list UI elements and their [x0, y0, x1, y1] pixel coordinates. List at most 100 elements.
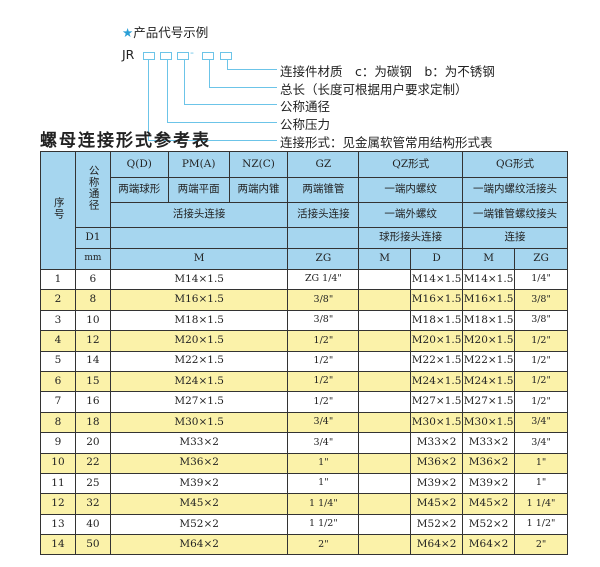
header-qg: QG形式: [462, 151, 568, 178]
gz-conn: 活接头连接: [287, 202, 360, 228]
cell-no: 4: [40, 330, 76, 352]
leader-line: [209, 87, 277, 88]
leader-line: [184, 60, 185, 105]
cell-qz-d: M20×1.5: [410, 330, 464, 352]
cell-qg-m: M52×2: [462, 513, 516, 536]
cell-zg: 1/2": [287, 350, 360, 372]
cell-qz-d: M30×1.5: [410, 411, 464, 434]
table-row: 4 12 M20×1.5 1/2" M20×1.5 M20×1.5 1/2": [40, 330, 568, 352]
cell-qg-zg: 3/4": [514, 411, 568, 434]
cell-no: 13: [40, 513, 76, 536]
leader-line: [167, 122, 277, 123]
table-row: 13 40 M52×2 1 1/2" M52×2 M52×2 1 1/2": [40, 513, 568, 536]
cell-no: 5: [40, 350, 76, 372]
header-dn-text: 公称通径: [87, 164, 100, 211]
cell-m: M30×1.5: [109, 411, 289, 434]
cell-qg-m: M27×1.5: [462, 391, 516, 413]
cell-qz-m: [358, 534, 412, 556]
cell-qg-m: M14×1.5: [462, 268, 516, 291]
leader-line: [167, 60, 168, 123]
cell-qg-m: M36×2: [462, 452, 516, 474]
cell-qg-m: M16×1.5: [462, 289, 516, 311]
leader-line: [227, 60, 228, 70]
cell-qg-m: M22×1.5: [462, 350, 516, 372]
cell-qz-d: M39×2: [410, 472, 464, 495]
cell-qg-zg: 1/2": [514, 330, 568, 352]
cell-dn: 22: [74, 452, 111, 474]
table-row: 11 25 M39×2 1" M39×2 M39×2 1": [40, 472, 568, 495]
table-row: 1 6 M14×1.5 ZG 1/4" M14×1.5 M14×1.5 1/4": [40, 268, 568, 291]
cell-m: M52×2: [109, 513, 289, 536]
cell-qg-m: M64×2: [462, 534, 516, 556]
table-title: 螺母连接形式参考表: [40, 131, 211, 151]
legend-item-pressure: 公称压力: [280, 117, 331, 132]
code-prefix: JR: [122, 47, 135, 62]
cell-zg: 1 1/4": [287, 493, 360, 515]
header-m: M: [109, 248, 289, 270]
cell-qz-m: [358, 452, 412, 474]
cell-zg: 3/8": [287, 289, 360, 311]
cell-qz-m: [358, 472, 412, 495]
cell-qg-zg: 1/2": [514, 391, 568, 413]
cell-zg: 3/4": [287, 432, 360, 454]
cell-qz-m: [358, 411, 412, 434]
cell-qz-d: M64×2: [410, 534, 464, 556]
legend-title: ★产品代号示例: [122, 22, 208, 41]
table-row: 12 32 M45×2 1 1/4" M45×2 M45×2 1 1/4": [40, 493, 568, 515]
cell-zg: 1 1/2": [287, 513, 360, 536]
header-seq-text: 序号: [52, 197, 65, 221]
qpn-conn: 活接头连接: [109, 202, 289, 228]
qg-conn2: 连接: [462, 227, 568, 249]
cell-qz-m: [358, 330, 412, 352]
cell-dn: 18: [74, 411, 111, 434]
qz-conn2: 球形接头连接: [358, 227, 464, 249]
leader-line: [209, 60, 210, 88]
cell-qg-zg: 1": [514, 452, 568, 474]
cell-dn: 50: [74, 534, 111, 556]
q-desc: 两端球形: [109, 177, 169, 203]
cell-zg: 2": [287, 534, 360, 556]
cell-no: 11: [40, 472, 76, 495]
cell-no: 8: [40, 411, 76, 434]
cell-no: 14: [40, 534, 76, 556]
cell-dn: 25: [74, 472, 111, 495]
header-gz: GZ: [287, 151, 360, 178]
nut-connection-table: 序号 公称通径 Q(D) PM(A) NZ(C) GZ QZ形式 QG形式 两端…: [40, 151, 568, 556]
cell-qz-m: [358, 432, 412, 454]
leader-line: [184, 104, 277, 105]
cell-m: M64×2: [109, 534, 289, 556]
code-dash: -: [190, 46, 194, 59]
qz-conn1: 一端外螺纹: [358, 202, 464, 228]
leader-line: [148, 60, 149, 141]
code-box: [160, 52, 172, 60]
cell-qg-m: M24×1.5: [462, 370, 516, 393]
cell-dn: 14: [74, 350, 111, 372]
cell-qg-zg: 3/8": [514, 309, 568, 332]
cell-qz-m: [358, 493, 412, 515]
cell-m: M27×1.5: [109, 391, 289, 413]
cell-qz-m: [358, 391, 412, 413]
table-row: 7 16 M27×1.5 1/2" M27×1.5 M27×1.5 1/2": [40, 391, 568, 413]
cell-m: M22×1.5: [109, 350, 289, 372]
cell-qg-zg: 3/4": [514, 432, 568, 454]
cell-qg-zg: 3/8": [514, 289, 568, 311]
cell-qz-d: M16×1.5: [410, 289, 464, 311]
cell-dn: 32: [74, 493, 111, 515]
cell-dn: 12: [74, 330, 111, 352]
cell-no: 10: [40, 452, 76, 474]
cell-no: 2: [40, 289, 76, 311]
qg-conn1: 一端锥管螺纹接头: [462, 202, 568, 228]
header-qz-m: M: [358, 248, 412, 270]
cell-qg-m: M39×2: [462, 472, 516, 495]
cell-m: M18×1.5: [109, 309, 289, 332]
cell-zg: 1/2": [287, 391, 360, 413]
cell-dn: 8: [74, 289, 111, 311]
cell-no: 12: [40, 493, 76, 515]
cell-qz-m: [358, 513, 412, 536]
cell-zg: 1": [287, 452, 360, 474]
cell-qg-zg: 1 1/4": [514, 493, 568, 515]
table-row: 5 14 M22×1.5 1/2" M22×1.5 M22×1.5 1/2": [40, 350, 568, 372]
cell-dn: 16: [74, 391, 111, 413]
header-q: Q(D): [109, 151, 169, 178]
cell-qg-zg: 2": [514, 534, 568, 556]
